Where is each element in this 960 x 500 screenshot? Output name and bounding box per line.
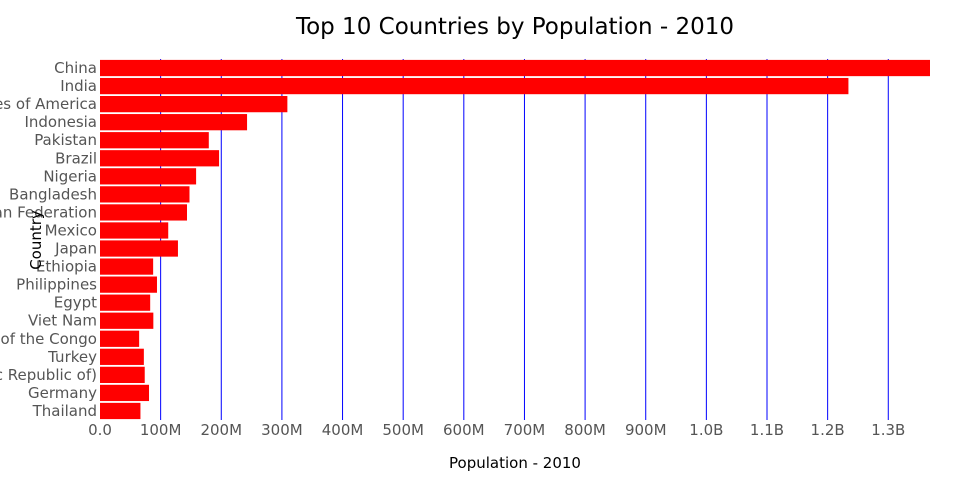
bar-11 [100,258,154,275]
x-tick-label: 1.1B [750,421,784,439]
x-tick-label: 1.3B [871,421,905,439]
x-tick-label: 1.2B [811,421,845,439]
bar-2 [100,96,288,113]
bar-3 [100,114,248,131]
y-tick-label: Philippines [16,276,97,294]
y-tick-label: India [60,77,97,95]
x-tick-label: 400M [322,421,364,439]
y-tick-label: Turkey [47,348,97,366]
bar-1 [100,77,849,95]
bar-7 [100,186,190,203]
bar-6 [100,168,197,185]
y-tick-label: United States of America [0,95,97,113]
x-tick-label: 600M [443,421,485,439]
chart-title: Top 10 Countries by Population - 2010 [295,14,735,40]
x-tick-label: 1.0B [689,421,723,439]
bar-18 [100,384,150,402]
y-tick-label: Germany [28,384,97,402]
bar-19 [100,402,141,420]
y-tick-label: Thailand [32,402,97,420]
bar-13 [100,294,151,311]
bar-5 [100,150,220,167]
x-tick-label: 800M [564,421,606,439]
bar-9 [100,222,169,239]
y-tick-label: Brazil [55,149,97,167]
x-tick-label: 300M [261,421,303,439]
y-tick-label: Viet Nam [28,312,97,330]
bar-8 [100,204,188,221]
y-tick-label: Pakistan [34,131,97,149]
y-tick-label: Mexico [45,221,97,239]
y-tick-label: Bangladesh [9,185,97,203]
bar-15 [100,330,140,347]
y-tick-label: China [54,59,97,77]
x-tick-label: 700M [504,421,546,439]
x-tick-label: 200M [200,421,242,439]
bar-4 [100,132,209,149]
y-tick-label: Egypt [54,294,97,312]
y-tick-label: Democratic Republic of the Congo [0,330,97,348]
y-tick-labels: ChinaIndiaUnited States of AmericaIndone… [0,59,97,420]
bars [100,59,930,420]
bar-14 [100,312,154,329]
bar-17 [100,366,145,383]
y-tick-label: Russian Federation [0,203,97,221]
bar-12 [100,276,157,293]
x-tick-labels: 0.0 100M 200M 300M 400M 500M 600M 700M 800M 900M 1… [88,421,905,439]
y-tick-label: Indonesia [24,113,97,131]
y-axis-title: Country [27,210,45,270]
bar-10 [100,240,178,257]
bar-0 [100,59,930,77]
y-tick-label: Ethiopia [36,258,97,276]
x-tick-label: 500M [382,421,424,439]
x-axis-title: Population - 2010 [449,454,581,472]
bar-16 [100,348,144,365]
y-tick-label: Iran (Islamic Republic of) [0,366,97,384]
y-tick-label: Japan [54,240,97,258]
gridlines [160,59,889,420]
y-tick-label: Nigeria [43,167,97,185]
x-tick-label: 900M [625,421,667,439]
x-tick-label: 100M [140,421,182,439]
x-tick-label: 0.0 [88,421,112,439]
